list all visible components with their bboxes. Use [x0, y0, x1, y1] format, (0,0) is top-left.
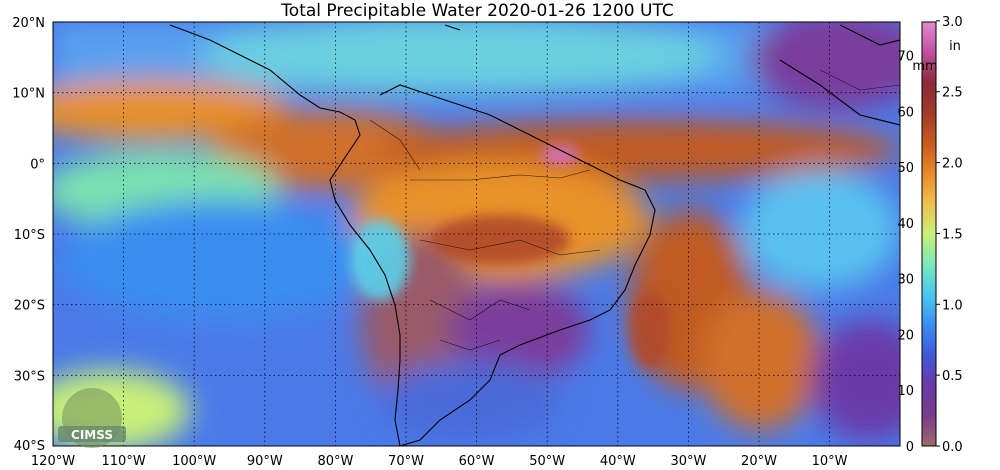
precipitable-water-field — [53, 22, 900, 446]
colorbar-mm-tick-label: 60 — [897, 105, 914, 120]
lat-label: 10°S — [14, 228, 45, 243]
lat-label: 30°S — [14, 369, 45, 384]
lat-label: 20°S — [14, 299, 45, 314]
colorbar-in-tick-label: 3.0 — [942, 15, 963, 30]
lon-label: 100°W — [172, 454, 216, 469]
map-title: Total Precipitable Water 2020-01-26 1200… — [281, 1, 674, 21]
colorbar-in-tick-label: 2.0 — [942, 157, 963, 172]
lon-label: 10°W — [812, 454, 848, 469]
lon-label: 30°W — [670, 454, 706, 469]
latitude-labels: 20°N 10°N 0° 10°S 20°S 30°S 40°S — [12, 16, 45, 454]
gridlines — [53, 22, 900, 446]
coastlines — [169, 24, 900, 446]
lat-label: 10°N — [12, 87, 45, 102]
colorbar-mm-tick-label: 10 — [897, 384, 914, 399]
colorbar-in-tick-label: 2.5 — [942, 86, 963, 101]
lat-label: 40°S — [14, 439, 45, 454]
longitude-labels: 120°W 110°W 100°W 90°W 80°W 70°W 60°W 50… — [31, 454, 848, 469]
colorbar-mm-tick-label: 70 — [897, 49, 914, 64]
colorbar-bar — [921, 21, 937, 447]
colorbar-in-tick-label: 1.5 — [942, 227, 963, 242]
cimss-logo: CIMSS — [58, 388, 126, 448]
lon-label: 80°W — [317, 454, 353, 469]
lon-label: 50°W — [529, 454, 565, 469]
logo-text: CIMSS — [71, 428, 113, 442]
colorbar-mm-tick-label: 50 — [897, 161, 914, 176]
map-frame — [52, 21, 901, 447]
colorbar-in-ticks: 0.0 0.5 1.0 1.5 2.0 2.5 3.0 — [936, 15, 963, 455]
colorbar-in-tick-label: 1.0 — [942, 298, 963, 313]
colorbar-in-unit: in — [949, 39, 961, 54]
lon-label: 60°W — [459, 454, 495, 469]
lon-label: 70°W — [388, 454, 424, 469]
colorbar-mm-unit: mm — [912, 59, 937, 74]
country-borders — [369, 69, 900, 351]
colorbar-in-tick-label: 0.5 — [942, 369, 963, 384]
lat-label: 0° — [30, 157, 45, 172]
colorbar-mm-tick-label: 40 — [897, 217, 914, 232]
colorbar-in-tick-label: 0.0 — [942, 440, 963, 455]
colorbar-mm-tick-label: 20 — [897, 328, 914, 343]
colorbar-mm-ticks: 0 10 20 30 40 50 60 70 — [897, 49, 914, 455]
colorbar-mm-tick-label: 30 — [897, 273, 914, 288]
lon-label: 20°W — [741, 454, 777, 469]
lon-label: 110°W — [102, 454, 146, 469]
lon-label: 40°W — [600, 454, 636, 469]
colorbar: mm in 0 10 20 30 40 50 60 70 0.0 0.5 1.0 1.5 2.0 2.5… — [897, 15, 962, 455]
lon-label: 120°W — [31, 454, 75, 469]
lon-label: 90°W — [247, 454, 283, 469]
lat-label: 20°N — [12, 16, 45, 31]
colorbar-mm-tick-label: 0 — [906, 440, 914, 455]
